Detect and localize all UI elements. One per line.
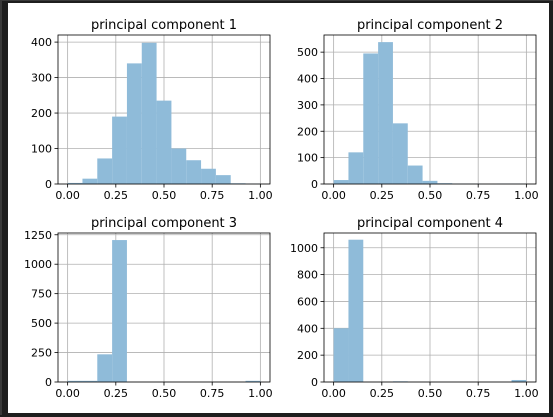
subplot-title: principal component 4	[357, 216, 503, 231]
histogram-bar	[201, 169, 216, 184]
subplot-title: principal component 3	[91, 216, 237, 231]
x-tick-label: 0.75	[466, 189, 491, 202]
x-tick-label: 0.00	[321, 189, 346, 202]
y-tick-label: 600	[297, 295, 318, 308]
y-tick-label: 300	[297, 99, 318, 112]
x-tick-label: 0.25	[370, 387, 395, 400]
histogram-bar	[408, 166, 423, 184]
y-tick-label: 750	[31, 288, 52, 301]
histogram-bar	[157, 101, 172, 184]
x-tick-label: 0.00	[55, 387, 80, 400]
y-tick-label: 400	[31, 36, 52, 49]
x-tick-label: 1.00	[514, 387, 539, 400]
x-tick-label: 0.75	[466, 387, 491, 400]
y-tick-label: 100	[31, 143, 52, 156]
histogram-bar	[348, 240, 363, 382]
x-tick-label: 0.00	[55, 189, 80, 202]
y-tick-label: 200	[297, 349, 318, 362]
x-tick-label: 0.50	[152, 387, 177, 400]
histogram-bar	[216, 175, 231, 184]
subplot-4: 0.00 0.25 0.50 0.75 1.00 0 200 400 600 800 1000 pri…	[290, 216, 539, 400]
y-tick-label: 500	[297, 46, 318, 59]
histogram-bar	[363, 53, 378, 184]
subplot-title: principal component 2	[357, 18, 503, 33]
histogram-bar	[378, 42, 393, 184]
histogram-bar	[112, 240, 127, 382]
histogram-grid-figure: 0.00 0.25 0.50 0.75 1.00 0 100 200 300 400 princip…	[8, 3, 549, 413]
x-tick-label: 0.50	[418, 189, 443, 202]
x-tick-label: 0.25	[370, 189, 395, 202]
histogram-bar	[171, 149, 186, 184]
histogram-bar	[186, 160, 201, 184]
subplot-title: principal component 1	[91, 18, 237, 33]
histogram-bar	[82, 179, 97, 184]
x-tick-label: 1.00	[514, 189, 539, 202]
subplot-2: 0.00 0.25 0.50 0.75 1.00 0 100 200 300 400 500 prin…	[297, 18, 539, 202]
y-tick-label: 400	[297, 322, 318, 335]
y-tick-label: 1000	[290, 242, 318, 255]
figure-canvas: 0.00 0.25 0.50 0.75 1.00 0 100 200 300 400 princip…	[8, 3, 549, 413]
histogram-bar	[393, 123, 408, 184]
histogram-bar	[348, 152, 363, 184]
x-tick-label: 0.25	[104, 189, 129, 202]
y-tick-label: 200	[297, 125, 318, 138]
subplot-3: 0.00 0.25 0.50 0.75 1.00 0 250 500 750 1000 1250 pr…	[24, 216, 273, 400]
x-tick-label: 0.00	[321, 387, 346, 400]
x-tick-label: 0.50	[418, 387, 443, 400]
y-tick-label: 1250	[24, 229, 52, 242]
x-tick-label: 0.75	[200, 387, 225, 400]
histogram-bar	[423, 181, 438, 184]
subplot-1: 0.00 0.25 0.50 0.75 1.00 0 100 200 300 400 princip…	[31, 18, 273, 202]
histogram-bar	[112, 117, 127, 184]
y-tick-label: 800	[297, 269, 318, 282]
y-tick-label: 250	[31, 347, 52, 360]
y-tick-label: 0	[45, 376, 52, 389]
y-tick-label: 300	[31, 72, 52, 85]
histogram-bar	[334, 180, 349, 184]
y-tick-label: 400	[297, 73, 318, 86]
y-tick-label: 200	[31, 107, 52, 120]
x-tick-label: 0.50	[152, 189, 177, 202]
x-tick-label: 0.75	[200, 189, 225, 202]
histogram-bar	[127, 63, 142, 184]
x-tick-label: 0.25	[104, 387, 129, 400]
y-tick-label: 0	[311, 178, 318, 191]
histogram-bar	[142, 43, 157, 184]
x-tick-label: 1.00	[248, 189, 273, 202]
y-tick-label: 0	[45, 178, 52, 191]
histogram-bar	[334, 328, 349, 382]
y-tick-label: 100	[297, 152, 318, 165]
histogram-bar	[97, 354, 112, 382]
histogram-bar	[97, 158, 112, 184]
x-tick-label: 1.00	[248, 387, 273, 400]
y-tick-label: 500	[31, 317, 52, 330]
y-tick-label: 1000	[24, 258, 52, 271]
y-tick-label: 0	[311, 376, 318, 389]
